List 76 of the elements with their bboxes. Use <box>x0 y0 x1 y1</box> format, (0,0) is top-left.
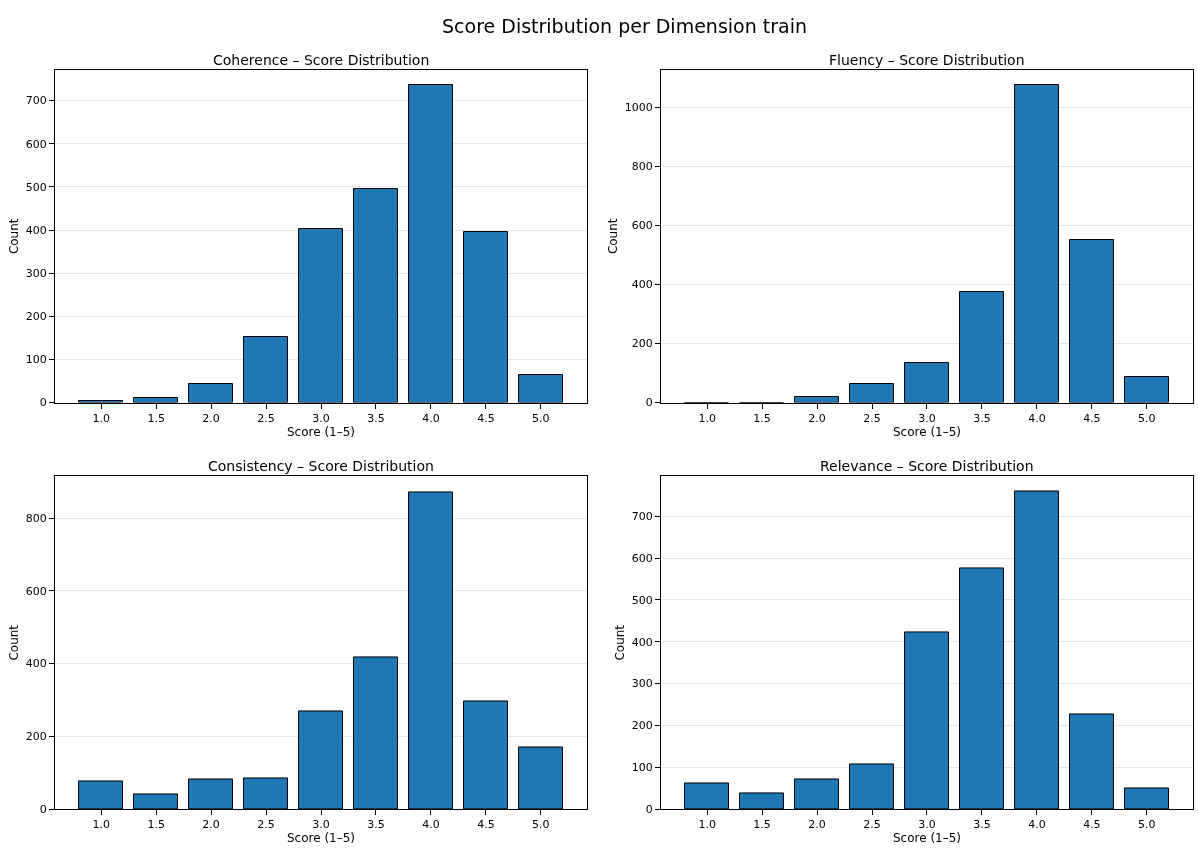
y-axis-title: Count <box>7 624 22 661</box>
y-tick-label: 700 <box>25 94 47 108</box>
y-tick-label: 0 <box>645 396 653 410</box>
x-tick-label: 2.5 <box>257 818 275 832</box>
x-axis-title: Score (1–5) <box>286 831 356 846</box>
x-tick-label: 2.5 <box>863 818 881 832</box>
x-tick-label: 5.0 <box>532 818 550 832</box>
text: Score Distribution per Dimension train <box>442 15 807 37</box>
chart-title: Fluency – Score Distribution <box>829 52 1025 68</box>
x-tick-label: 3.5 <box>973 818 991 832</box>
x-tick-label: 1.0 <box>698 818 716 832</box>
x-tick-label: 1.5 <box>753 411 771 425</box>
x-tick-label: 4.5 <box>477 818 495 832</box>
x-tick-label: 1.0 <box>92 818 110 832</box>
y-tick-label: 800 <box>25 512 47 526</box>
y-tick-label: 300 <box>631 677 653 691</box>
y-tick-label: 400 <box>631 278 653 292</box>
y-tick-label: 600 <box>631 551 653 565</box>
x-tick-label: 3.0 <box>312 411 330 425</box>
y-tick-label: 300 <box>25 267 47 280</box>
chart-title: Relevance – Score Distribution <box>820 458 1034 474</box>
y-tick-label: 500 <box>631 593 653 607</box>
y-axis-title: Count <box>613 624 628 661</box>
x-tick-label: 2.0 <box>808 818 826 832</box>
x-tick-label: 5.0 <box>1138 411 1156 425</box>
y-tick-label: 600 <box>25 584 47 598</box>
x-tick-label: 4.0 <box>1028 818 1046 832</box>
chart-title: Consistency – Score Distribution <box>208 458 434 474</box>
x-tick-label: 2.0 <box>202 818 220 832</box>
y-tick-label: 200 <box>631 337 653 351</box>
x-tick-label: 3.0 <box>312 818 330 832</box>
y-tick-label: 0 <box>39 802 47 816</box>
y-tick-label: 100 <box>631 761 653 775</box>
x-tick-label: 1.5 <box>147 411 165 425</box>
y-tick-label: 400 <box>631 635 653 649</box>
x-tick-label: 1.0 <box>92 411 110 425</box>
y-tick-label: 200 <box>631 719 653 733</box>
x-tick-label: 2.5 <box>257 411 275 425</box>
y-tick-label: 100 <box>25 353 47 367</box>
x-axis-title: Score (1–5) <box>892 831 962 846</box>
x-tick-label: 4.0 <box>422 818 440 832</box>
y-tick-label: 400 <box>25 223 47 237</box>
x-tick-label: 5.0 <box>1138 818 1156 832</box>
y-tick-label: 0 <box>645 802 653 816</box>
y-tick-label: 200 <box>25 310 47 324</box>
x-tick-label: 3.5 <box>973 411 991 425</box>
x-tick-label: 3.5 <box>367 818 385 832</box>
y-axis-title: Count <box>606 218 621 255</box>
x-axis-title: Score (1–5) <box>286 424 356 439</box>
y-tick-label: 600 <box>631 219 653 233</box>
x-tick-label: 5.0 <box>532 411 550 425</box>
x-tick-label: 1.0 <box>698 411 716 425</box>
x-tick-label: 1.5 <box>753 818 771 832</box>
x-axis-title: Score (1–5) <box>892 424 962 439</box>
x-tick-label: 4.5 <box>477 411 495 425</box>
x-tick-label: 3.5 <box>367 411 385 425</box>
y-tick-label: 600 <box>25 137 47 151</box>
y-axis-title: Count <box>7 218 22 255</box>
y-tick-label: 0 <box>39 396 47 410</box>
x-tick-label: 4.0 <box>1028 411 1046 425</box>
y-tick-label: 1000 <box>624 101 653 115</box>
x-tick-label: 2.0 <box>808 411 826 425</box>
y-tick-label: 500 <box>25 180 47 194</box>
chart-title: Coherence – Score Distribution <box>213 52 430 68</box>
x-tick-label: 2.5 <box>863 411 881 425</box>
x-tick-label: 4.5 <box>1083 818 1101 832</box>
y-tick-label: 800 <box>631 160 653 174</box>
y-tick-label: 200 <box>25 730 47 744</box>
x-tick-label: 1.5 <box>147 818 165 832</box>
x-tick-label: 3.0 <box>918 818 936 832</box>
x-tick-label: 4.0 <box>422 411 440 425</box>
y-tick-label: 700 <box>631 510 653 524</box>
x-tick-label: 4.5 <box>1083 411 1101 425</box>
x-tick-label: 2.0 <box>202 411 220 425</box>
y-tick-label: 400 <box>25 657 47 671</box>
x-tick-label: 3.0 <box>918 411 936 425</box>
